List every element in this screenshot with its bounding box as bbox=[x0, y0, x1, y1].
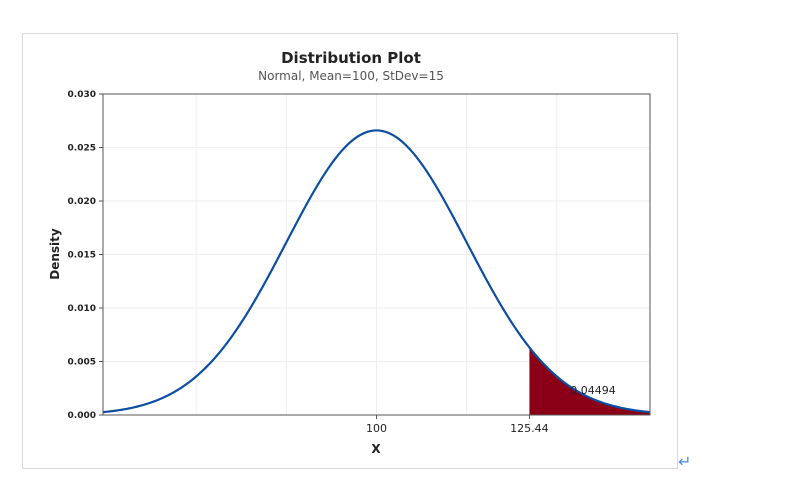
y-tick-label: 0.000 bbox=[68, 411, 96, 421]
y-tick-label: 0.020 bbox=[68, 197, 96, 207]
chart-title: Distribution Plot bbox=[281, 49, 421, 67]
chart-subtitle: Normal, Mean=100, StDev=15 bbox=[258, 69, 444, 83]
x-tick-label: 125.44 bbox=[510, 422, 549, 435]
chart-frame: Distribution Plot Normal, Mean=100, StDe… bbox=[22, 33, 678, 469]
distribution-chart: Distribution Plot Normal, Mean=100, StDe… bbox=[48, 49, 651, 456]
y-tick-label: 0.025 bbox=[68, 144, 96, 154]
grid-layer bbox=[103, 93, 650, 415]
x-axis-label: X bbox=[371, 442, 381, 456]
x-axis: 100 125.44 bbox=[366, 415, 549, 435]
shaded-tail-area bbox=[529, 347, 650, 415]
return-arrow-icon: ↵ bbox=[678, 452, 692, 471]
y-tick-label: 0.015 bbox=[68, 251, 96, 261]
density-curve bbox=[102, 129, 651, 414]
y-tick-label: 0.030 bbox=[68, 90, 96, 100]
y-axis: 0.000 0.005 0.010 0.015 0.020 0.025 0.030 bbox=[68, 90, 103, 421]
y-axis-label: Density bbox=[48, 228, 62, 280]
tail-probability-label: 0.04494 bbox=[570, 384, 616, 397]
shade-layer bbox=[529, 347, 650, 415]
y-tick-label: 0.005 bbox=[68, 358, 96, 368]
y-tick-label: 0.010 bbox=[68, 304, 96, 314]
curve-layer bbox=[102, 129, 651, 414]
x-tick-label: 100 bbox=[366, 422, 387, 435]
